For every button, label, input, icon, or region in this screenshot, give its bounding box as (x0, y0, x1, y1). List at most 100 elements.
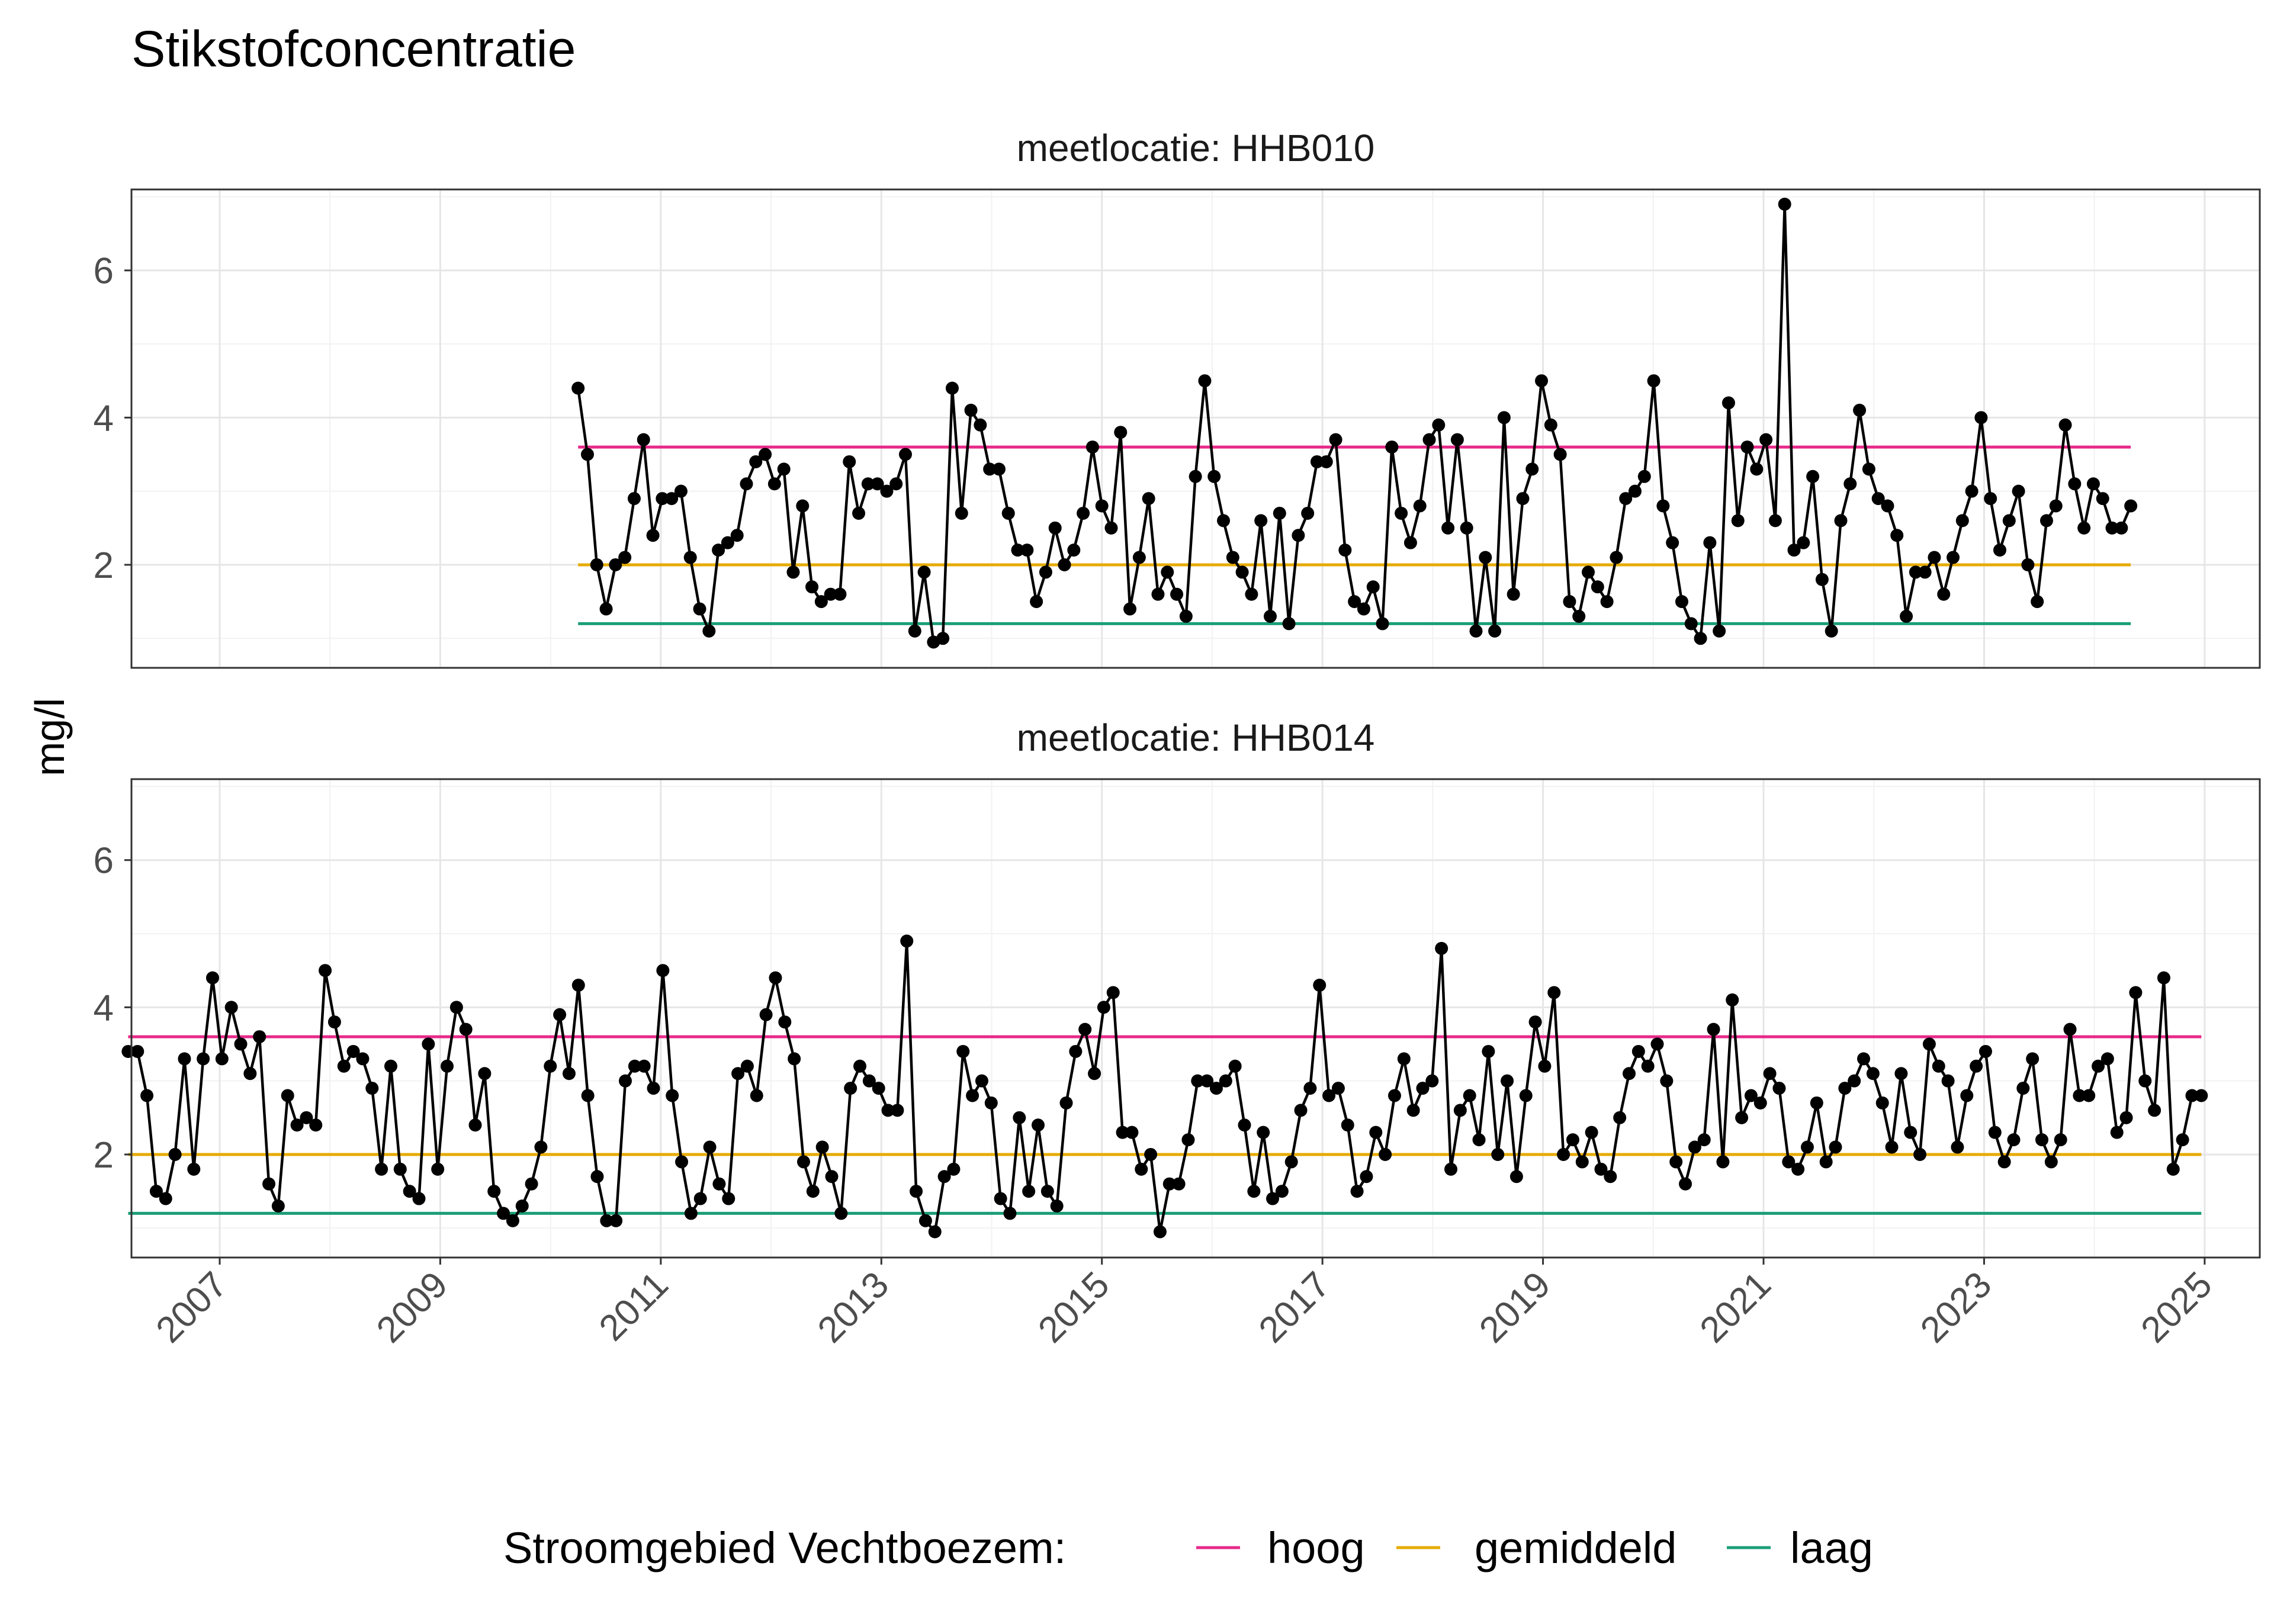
data-point (1857, 1052, 1871, 1066)
data-point (571, 381, 585, 395)
data-point (647, 1082, 660, 1095)
data-point (2077, 521, 2091, 535)
data-point (1266, 1192, 1280, 1205)
data-point (693, 1192, 707, 1205)
data-point (1497, 411, 1511, 425)
data-point (1048, 521, 1062, 535)
data-point (777, 462, 791, 476)
data-point (1059, 1096, 1073, 1110)
data-point (1406, 1104, 1420, 1117)
data-point (2115, 521, 2128, 535)
data-point (928, 1225, 942, 1239)
data-point (2073, 1089, 2086, 1102)
data-point (1397, 1052, 1411, 1066)
data-point (1403, 536, 1417, 549)
data-point (1329, 433, 1342, 446)
data-point (1613, 1111, 1627, 1124)
data-point (1750, 462, 1764, 476)
data-point (1085, 440, 1099, 454)
data-point (468, 1118, 482, 1132)
data-point (675, 1155, 689, 1169)
data-point (1226, 551, 1239, 564)
data-point (243, 1067, 257, 1080)
data-point (656, 964, 670, 977)
data-point (1348, 595, 1361, 609)
data-point (1918, 565, 1932, 579)
data-point (899, 448, 913, 461)
data-point (1097, 1001, 1110, 1014)
data-point (872, 1082, 885, 1095)
data-point (1153, 1225, 1167, 1239)
data-point (1974, 411, 1988, 425)
data-point (1557, 1147, 1570, 1161)
data-point (1544, 418, 1557, 432)
data-point (1660, 1074, 1674, 1088)
minor-gridlines (131, 779, 2260, 1258)
data-point (1273, 506, 1286, 520)
data-point (1997, 1155, 2011, 1169)
data-point (234, 1037, 248, 1051)
data-point (1341, 1118, 1354, 1132)
data-point (1338, 544, 1352, 557)
data-point (487, 1185, 501, 1198)
data-point (1001, 506, 1015, 520)
data-point (309, 1118, 323, 1132)
data-point (1694, 632, 1707, 645)
data-point (936, 632, 950, 645)
data-point (1088, 1067, 1101, 1080)
data-point (778, 1015, 792, 1029)
data-point (1491, 1147, 1505, 1161)
data-point (1697, 1133, 1711, 1147)
data-point (918, 1214, 932, 1227)
data-point (1425, 1074, 1439, 1088)
data-point (796, 499, 810, 513)
data-point (2119, 1111, 2133, 1124)
data-point (1313, 979, 1326, 992)
data-point (1294, 1104, 1308, 1117)
data-point (1791, 1162, 1805, 1176)
data-point (815, 1140, 829, 1154)
data-point (721, 536, 734, 549)
data-point (1740, 440, 1754, 454)
panel-border (130, 778, 2261, 1259)
data-point (814, 595, 828, 609)
y-tick-label: 6 (94, 251, 114, 292)
data-point (290, 1118, 304, 1132)
data-point (2124, 499, 2138, 513)
data-point (947, 1162, 961, 1176)
data-point (1622, 1067, 1636, 1080)
data-point (2086, 477, 2100, 491)
data-point (1669, 1155, 1683, 1169)
data-point (159, 1192, 172, 1205)
data-point (1125, 1125, 1139, 1139)
data-point (327, 1015, 341, 1029)
major-gridlines (131, 779, 2260, 1258)
data-point (1862, 462, 1875, 476)
data-point (1650, 1037, 1664, 1051)
data-point (2054, 1133, 2067, 1147)
data-point (1591, 580, 1604, 594)
data-point (262, 1177, 276, 1191)
data-point (833, 587, 847, 601)
data-point (1078, 1022, 1092, 1036)
legend-item-laag: laag (1727, 1523, 1873, 1572)
data-point (1189, 469, 1202, 483)
series-points (121, 934, 2208, 1239)
strip-label: meetlocatie: HHB014 (1017, 716, 1375, 759)
x-tick-label: 2017 (1251, 1264, 1338, 1350)
data-point (197, 1052, 210, 1066)
y-tick-label: 4 (94, 398, 114, 439)
data-point (637, 1059, 651, 1073)
data-point (168, 1147, 182, 1161)
data-point (1228, 1059, 1242, 1073)
data-point (1684, 617, 1698, 631)
data-point (2044, 1155, 2058, 1169)
data-point (750, 1089, 763, 1102)
data-point (2016, 1082, 2030, 1095)
data-point (966, 1089, 979, 1102)
data-point (1179, 609, 1193, 623)
data-point (1768, 514, 1782, 528)
x-tick-label: 2015 (1030, 1264, 1117, 1350)
data-point (646, 529, 660, 542)
data-point (740, 477, 753, 491)
